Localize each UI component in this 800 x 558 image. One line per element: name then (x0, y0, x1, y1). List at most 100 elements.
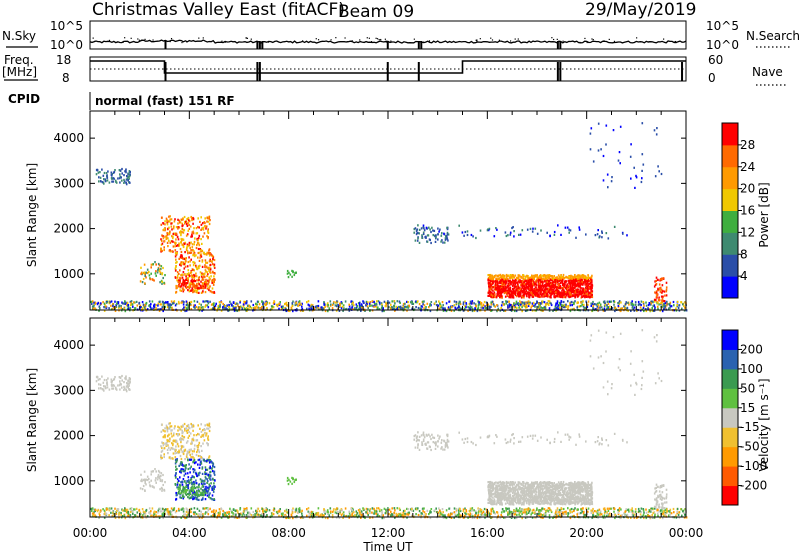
range-cell (284, 303, 286, 305)
range-cell (195, 273, 197, 275)
range-cell (590, 133, 592, 135)
range-cell (578, 278, 580, 280)
range-cell (495, 284, 497, 286)
range-cell (567, 300, 569, 302)
range-cell (654, 299, 656, 301)
range-cell (184, 263, 186, 265)
range-cell (469, 307, 471, 309)
range-cell (429, 239, 431, 241)
range-cell (572, 286, 574, 288)
range-cell (597, 229, 599, 231)
range-cell (155, 511, 157, 513)
range-cell (565, 281, 567, 283)
range-cell (330, 300, 332, 302)
range-cell (518, 289, 520, 291)
range-cell (580, 284, 582, 286)
nsearch-dot (94, 41, 95, 42)
range-cell (520, 301, 522, 303)
range-cell (323, 301, 325, 303)
range-cell (202, 228, 204, 230)
range-cell (561, 290, 563, 292)
range-cell (630, 156, 632, 158)
range-cell (430, 304, 432, 306)
range-cell (657, 279, 659, 281)
range-cell (564, 306, 566, 308)
range-cell (272, 305, 274, 307)
range-cell (192, 243, 194, 245)
range-cell (603, 155, 605, 157)
range-cell (655, 280, 657, 282)
range-cell (179, 264, 181, 266)
range-cell (205, 300, 207, 302)
range-cell (137, 511, 139, 513)
range-cell (208, 250, 210, 252)
range-cell (111, 175, 113, 177)
range-cell (100, 177, 102, 179)
range-cell (463, 303, 465, 305)
range-cell (197, 301, 199, 303)
range-cell (579, 229, 581, 231)
range-cell (635, 304, 637, 306)
nsky-panel: N.Sky 10^5 10^0 10^5 10^0 N.Search (2, 19, 800, 52)
range-cell (522, 287, 524, 289)
nsearch-dot (376, 38, 377, 39)
range-cell (530, 277, 532, 279)
range-cell (186, 282, 188, 284)
range-cell (164, 236, 166, 238)
range-cell (337, 511, 339, 513)
range-cell (309, 511, 311, 513)
range-cell (494, 293, 496, 295)
range-cell (539, 292, 541, 294)
range-cell (656, 133, 658, 135)
range-cell (661, 279, 663, 281)
range-cell (111, 181, 113, 183)
range-cell (177, 222, 179, 224)
range-cell (180, 248, 182, 250)
range-cell (549, 235, 551, 237)
range-cell (200, 249, 202, 251)
nsearch-dot (591, 38, 592, 39)
range-cell (189, 287, 191, 289)
range-cell (548, 277, 550, 279)
range-cell (99, 307, 101, 309)
range-cell (206, 275, 208, 277)
range-cell (513, 292, 515, 294)
range-cell (120, 307, 122, 309)
nsearch-dot (664, 42, 665, 43)
range-cell (587, 287, 589, 289)
range-cell (111, 177, 113, 179)
range-cell (222, 306, 224, 308)
range-cell (143, 278, 145, 280)
range-cell (371, 305, 373, 307)
range-cell (184, 243, 186, 245)
range-cell (547, 295, 549, 297)
range-cell (635, 175, 637, 177)
range-cell (332, 307, 334, 309)
nsearch-dot (377, 38, 378, 39)
nsearch-dot (139, 40, 140, 41)
range-cell (563, 287, 565, 289)
range-cell (565, 304, 567, 306)
range-cell (391, 300, 393, 302)
range-cell (522, 304, 524, 306)
range-cell (375, 306, 377, 308)
range-cell (576, 285, 578, 287)
range-cell (499, 292, 501, 294)
nsearch-label: N.Search (746, 29, 800, 43)
range-cell (515, 275, 517, 277)
range-cell (432, 229, 434, 231)
range-cell (124, 307, 126, 309)
range-cell (192, 291, 194, 293)
range-cell (128, 173, 130, 175)
power-heatmap (91, 122, 688, 312)
range-cell (161, 217, 163, 219)
range-cell (606, 232, 608, 234)
range-cell (571, 290, 573, 292)
range-cell (209, 254, 211, 256)
range-cell (123, 182, 125, 184)
range-cell (540, 289, 542, 291)
range-cell (582, 274, 584, 276)
colorbar-segment (722, 276, 738, 298)
range-cell (607, 301, 609, 303)
range-cell (634, 187, 636, 189)
